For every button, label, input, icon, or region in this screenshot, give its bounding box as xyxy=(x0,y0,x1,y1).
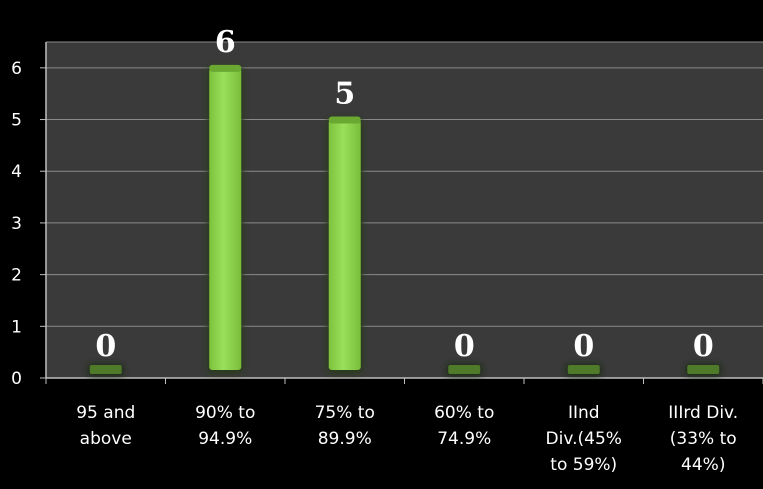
category-label: IInd xyxy=(568,403,600,423)
data-label: 6 xyxy=(215,25,236,60)
y-tick-label: 5 xyxy=(11,111,22,131)
category-label: (33% to xyxy=(670,429,737,449)
category-label: 44%) xyxy=(681,455,725,475)
category-label: 90% to xyxy=(195,403,255,423)
data-label: 0 xyxy=(95,329,116,364)
data-label: 0 xyxy=(454,329,475,364)
category-label: IIIrd Div. xyxy=(668,403,738,423)
bar xyxy=(567,365,600,374)
axes: 0 1 2 3 4 5 6 xyxy=(11,42,763,389)
data-label: 5 xyxy=(334,77,355,112)
plot-area xyxy=(46,42,763,378)
data-label: 0 xyxy=(573,329,594,364)
y-tick-label: 6 xyxy=(11,59,22,79)
y-tick-label: 3 xyxy=(11,214,22,234)
bar-cap xyxy=(328,116,361,124)
category-label: 89.9% xyxy=(318,429,372,449)
bar xyxy=(89,365,122,374)
bar xyxy=(687,365,720,374)
category-label: 94.9% xyxy=(198,429,252,449)
bars xyxy=(87,64,722,376)
data-label: 0 xyxy=(693,329,714,364)
category-label: Div.(45% xyxy=(546,429,622,449)
labels: 0 95 and above 6 90% to 94.9% 5 75% to 89.9% 0 60%… xyxy=(76,25,738,475)
y-tick-label: 2 xyxy=(11,266,22,286)
category-label: 60% to xyxy=(434,403,494,423)
gridlines xyxy=(46,41,763,327)
bar xyxy=(328,119,361,371)
category-label: 95 and xyxy=(76,403,135,423)
category-label: 74.9% xyxy=(437,429,491,449)
bar xyxy=(209,67,242,370)
category-label: above xyxy=(80,429,132,449)
category-label: 75% to xyxy=(315,403,375,423)
y-tick-label: 0 xyxy=(11,369,22,389)
bar-cap xyxy=(209,64,242,72)
bar xyxy=(448,365,481,374)
category-label: to 59%) xyxy=(550,455,617,475)
y-tick-label: 4 xyxy=(11,162,22,182)
y-tick-label: 1 xyxy=(11,317,22,337)
